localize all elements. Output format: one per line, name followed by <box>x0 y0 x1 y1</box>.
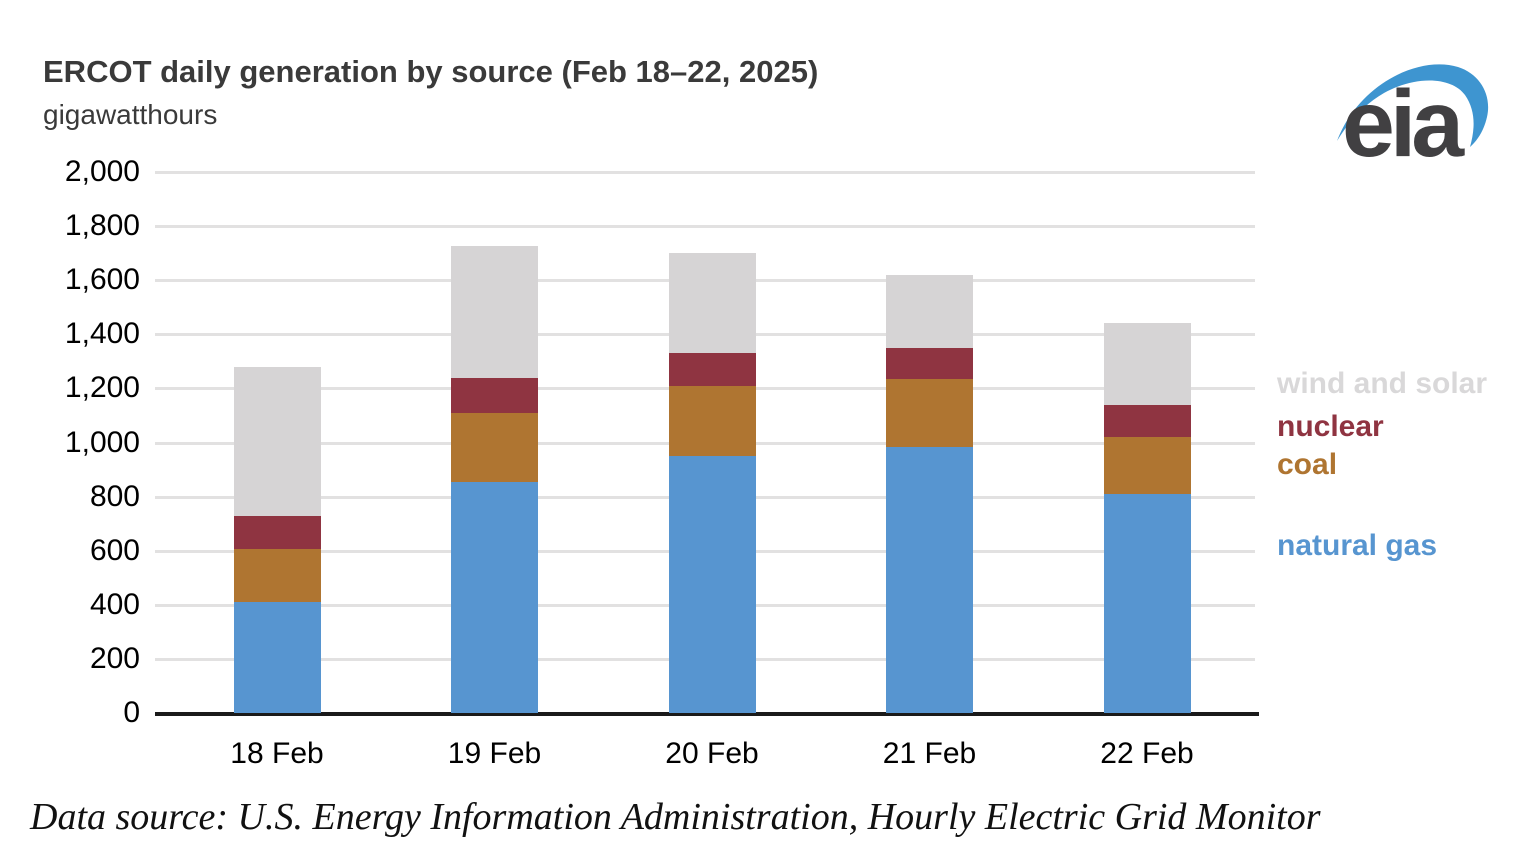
legend-label-coal: coal <box>1277 448 1338 481</box>
bar-segment-nuclear-21-feb <box>886 347 973 379</box>
y-axis-tick-label: 1,600 <box>64 263 140 297</box>
bar-segment-coal-21-feb <box>886 378 973 447</box>
y-axis-tick-label: 2,000 <box>64 155 140 188</box>
bar-segment-nuclear-22-feb <box>1103 404 1191 438</box>
y-axis-tick-label: 400 <box>89 587 140 621</box>
bar-segment-coal-22-feb <box>1103 437 1191 494</box>
y-axis-tick-label: 1,000 <box>64 425 140 459</box>
bar-segment-coal-18-feb <box>233 549 321 603</box>
legend-label-natural-gas: natural gas <box>1277 529 1438 562</box>
eia-logo: eia <box>1330 45 1500 175</box>
y-axis-tick-label: 800 <box>89 479 140 513</box>
bar-segment-nuclear-19-feb <box>451 377 538 413</box>
bar-segment-natural-gas-19-feb <box>451 481 538 713</box>
bar-segment-wind-and-solar-20-feb <box>668 253 756 354</box>
page-subtitle: gigawatthours <box>43 99 218 130</box>
gridline <box>155 171 1255 174</box>
x-axis-label-22-feb: 22 Feb <box>1100 737 1194 770</box>
legend-item-nuclear: nuclear <box>1277 408 1384 446</box>
x-axis-label-21-feb: 21 Feb <box>882 737 977 770</box>
x-axis-line <box>155 712 1259 716</box>
x-axis-label-20-feb: 20 Feb <box>665 737 759 770</box>
bar-segment-wind-and-solar-21-feb <box>886 274 973 348</box>
bar-segment-natural-gas-21-feb <box>886 446 973 713</box>
legend-item-wind-and-solar: wind and solar <box>1277 365 1487 403</box>
bar-segment-nuclear-20-feb <box>668 353 756 386</box>
bar-segment-wind-and-solar-22-feb <box>1103 323 1191 405</box>
bar-segment-natural-gas-20-feb <box>668 456 756 713</box>
y-axis-tick-label: 1,400 <box>64 317 140 351</box>
y-axis-tick-label: 1,800 <box>64 209 140 243</box>
legend-label-nuclear: nuclear <box>1277 410 1384 443</box>
bar-segment-coal-19-feb <box>451 412 538 482</box>
y-axis-tick-label: 0 <box>123 696 140 729</box>
legend-item-natural-gas: natural gas <box>1277 527 1437 565</box>
page-title: ERCOT daily generation by source (Feb 18… <box>43 54 819 89</box>
eia-logo-text: eia <box>1342 71 1464 177</box>
bar-segment-natural-gas-18-feb <box>233 602 321 713</box>
bar-segment-nuclear-18-feb <box>233 515 321 550</box>
gridline <box>155 225 1255 229</box>
y-axis-tick-label: 1,200 <box>64 371 140 405</box>
eia-swoosh-icon <box>1337 64 1489 147</box>
bar-segment-wind-and-solar-19-feb <box>451 246 538 378</box>
bar-segment-wind-and-solar-18-feb <box>233 366 321 516</box>
x-axis-label-18-feb: 18 Feb <box>230 737 324 770</box>
legend-label-wind-and-solar: wind and solar <box>1277 367 1488 400</box>
bar-segment-natural-gas-22-feb <box>1103 493 1191 713</box>
x-axis-label-19-feb: 19 Feb <box>447 737 542 770</box>
legend-item-coal: coal <box>1277 446 1337 484</box>
data-source-note: Data source: U.S. Energy Information Adm… <box>30 796 1321 838</box>
y-axis-tick-label: 200 <box>89 641 140 675</box>
bar-segment-coal-20-feb <box>668 385 756 457</box>
y-axis-tick-label: 600 <box>89 533 140 567</box>
